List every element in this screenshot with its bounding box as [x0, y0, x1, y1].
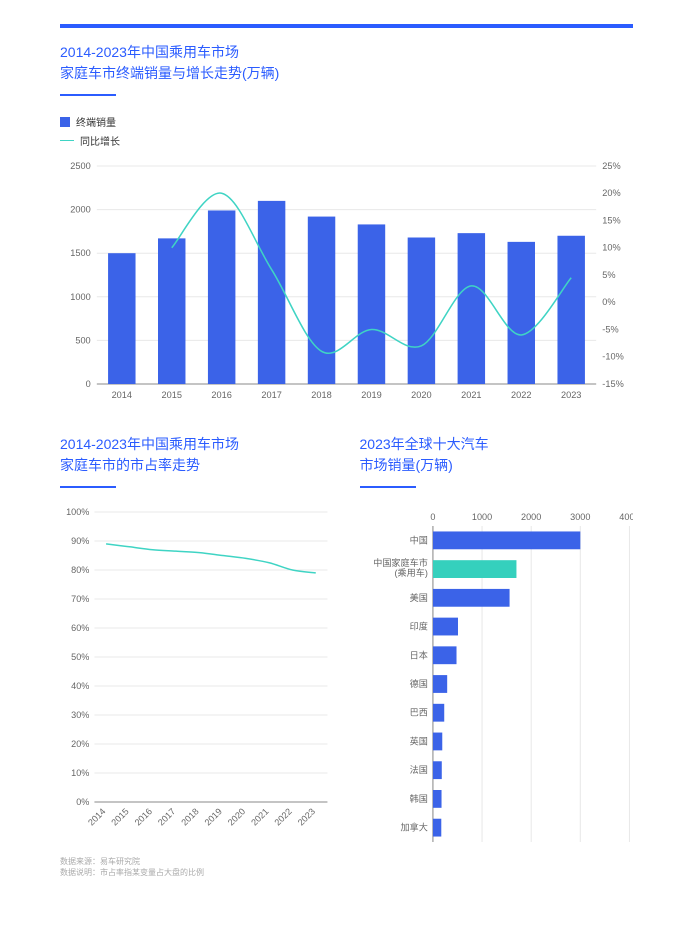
svg-text:2021: 2021: [249, 806, 270, 827]
svg-text:2019: 2019: [203, 806, 224, 827]
svg-text:2016: 2016: [133, 806, 154, 827]
svg-text:3000: 3000: [570, 512, 590, 522]
svg-text:20%: 20%: [602, 188, 620, 198]
svg-text:2020: 2020: [226, 806, 247, 827]
legend-line-swatch: [60, 140, 74, 141]
svg-text:10%: 10%: [602, 243, 620, 253]
svg-text:20%: 20%: [71, 739, 89, 749]
svg-text:0: 0: [86, 379, 91, 389]
chart2-title: 2014-2023年中国乘用车市场 家庭车市的市占率走势: [60, 434, 334, 476]
svg-text:中国家庭车市: 中国家庭车市: [373, 557, 428, 568]
svg-text:中国: 中国: [409, 534, 427, 545]
svg-text:1000: 1000: [70, 292, 90, 302]
chart2-canvas: 0%10%20%30%40%50%60%70%80%90%100%2014201…: [60, 506, 334, 846]
svg-text:2016: 2016: [211, 390, 231, 400]
svg-text:英国: 英国: [409, 736, 427, 747]
svg-text:2000: 2000: [70, 205, 90, 215]
svg-text:0%: 0%: [76, 797, 89, 807]
svg-text:2023: 2023: [296, 806, 317, 827]
svg-text:2023: 2023: [561, 390, 581, 400]
svg-text:-15%: -15%: [602, 379, 623, 389]
svg-text:80%: 80%: [71, 565, 89, 575]
svg-text:2021: 2021: [461, 390, 481, 400]
svg-text:美国: 美国: [409, 592, 427, 603]
svg-text:0%: 0%: [602, 297, 615, 307]
svg-text:1000: 1000: [471, 512, 491, 522]
svg-text:10%: 10%: [71, 768, 89, 778]
chart2-title-underline: [60, 486, 116, 488]
svg-text:2000: 2000: [521, 512, 541, 522]
svg-text:2014: 2014: [86, 806, 107, 827]
svg-text:100%: 100%: [66, 507, 89, 517]
svg-text:2015: 2015: [162, 390, 182, 400]
footnote-l1: 数据来源：易车研究院: [60, 856, 633, 867]
svg-text:(乘用车): (乘用车): [394, 567, 427, 578]
svg-text:日本: 日本: [409, 649, 427, 660]
svg-text:30%: 30%: [71, 710, 89, 720]
svg-text:巴西: 巴西: [409, 708, 427, 718]
chart1-section: 2014-2023年中国乘用车市场 家庭车市终端销量与增长走势(万辆) 终端销量…: [60, 42, 633, 408]
svg-text:2014: 2014: [112, 390, 132, 400]
chart3-section: 2023年全球十大汽车 市场销量(万辆) 0 1000 2000 3000 4000 中国…: [360, 434, 634, 846]
chart3-title: 2023年全球十大汽车 市场销量(万辆): [360, 434, 634, 476]
chart1-title-underline: [60, 94, 116, 96]
svg-text:1500: 1500: [70, 248, 90, 258]
svg-text:5%: 5%: [602, 270, 615, 280]
svg-text:2020: 2020: [411, 390, 431, 400]
chart1-canvas: 0 500 1000 1500 2000 2500 -15% -10% -5% 0% 5% 10% 15…: [60, 158, 633, 408]
chart3-canvas: 0 1000 2000 3000 4000 中国中国家庭车市(乘用车) 美国印度日本德国巴西…: [360, 506, 634, 846]
svg-text:2018: 2018: [179, 806, 200, 827]
svg-text:2017: 2017: [156, 806, 177, 827]
chart1-title: 2014-2023年中国乘用车市场 家庭车市终端销量与增长走势(万辆): [60, 42, 633, 84]
svg-text:4000: 4000: [619, 512, 633, 522]
svg-text:2019: 2019: [361, 390, 381, 400]
legend-bar-label: 终端销量: [76, 114, 116, 129]
legend-bar-swatch: [60, 117, 70, 127]
chart3-title-l1: 2023年全球十大汽车: [360, 436, 489, 452]
chart1-title-l2: 家庭车市终端销量与增长走势(万辆): [60, 65, 279, 81]
chart2-title-l1: 2014-2023年中国乘用车市场: [60, 436, 239, 452]
svg-text:德国: 德国: [409, 678, 427, 689]
chart2-section: 2014-2023年中国乘用车市场 家庭车市的市占率走势 0% 10% 20% 30%…: [60, 434, 334, 846]
svg-text:60%: 60%: [71, 623, 89, 633]
svg-text:印度: 印度: [409, 621, 427, 632]
chart2-title-l2: 家庭车市的市占率走势: [60, 457, 200, 473]
svg-text:加拿大: 加拿大: [400, 822, 427, 833]
svg-text:2018: 2018: [311, 390, 331, 400]
chart1-title-l1: 2014-2023年中国乘用车市场: [60, 44, 239, 60]
svg-text:90%: 90%: [71, 536, 89, 546]
svg-text:-5%: -5%: [602, 325, 618, 335]
svg-text:40%: 40%: [71, 681, 89, 691]
footnote-l2: 数据说明：市占率指某变量占大盘的比例: [60, 867, 633, 878]
top-rule: [60, 24, 633, 28]
svg-text:25%: 25%: [602, 161, 620, 171]
chart3-title-underline: [360, 486, 416, 488]
footnote: 数据来源：易车研究院 数据说明：市占率指某变量占大盘的比例: [60, 856, 633, 878]
svg-text:韩国: 韩国: [409, 793, 427, 804]
svg-text:50%: 50%: [71, 652, 89, 662]
svg-text:-10%: -10%: [602, 352, 623, 362]
svg-text:2022: 2022: [511, 390, 531, 400]
svg-text:法国: 法国: [409, 764, 427, 775]
svg-text:0: 0: [430, 512, 435, 522]
svg-text:2500: 2500: [70, 161, 90, 171]
legend-line-label: 同比增长: [80, 133, 120, 148]
svg-text:2017: 2017: [261, 390, 281, 400]
svg-text:2022: 2022: [272, 806, 293, 827]
chart1-legend: 终端销量 同比增长: [60, 114, 633, 148]
svg-text:2015: 2015: [109, 806, 130, 827]
chart3-title-l2: 市场销量(万辆): [360, 457, 453, 473]
svg-text:500: 500: [75, 335, 90, 345]
svg-text:70%: 70%: [71, 594, 89, 604]
svg-text:15%: 15%: [602, 216, 620, 226]
